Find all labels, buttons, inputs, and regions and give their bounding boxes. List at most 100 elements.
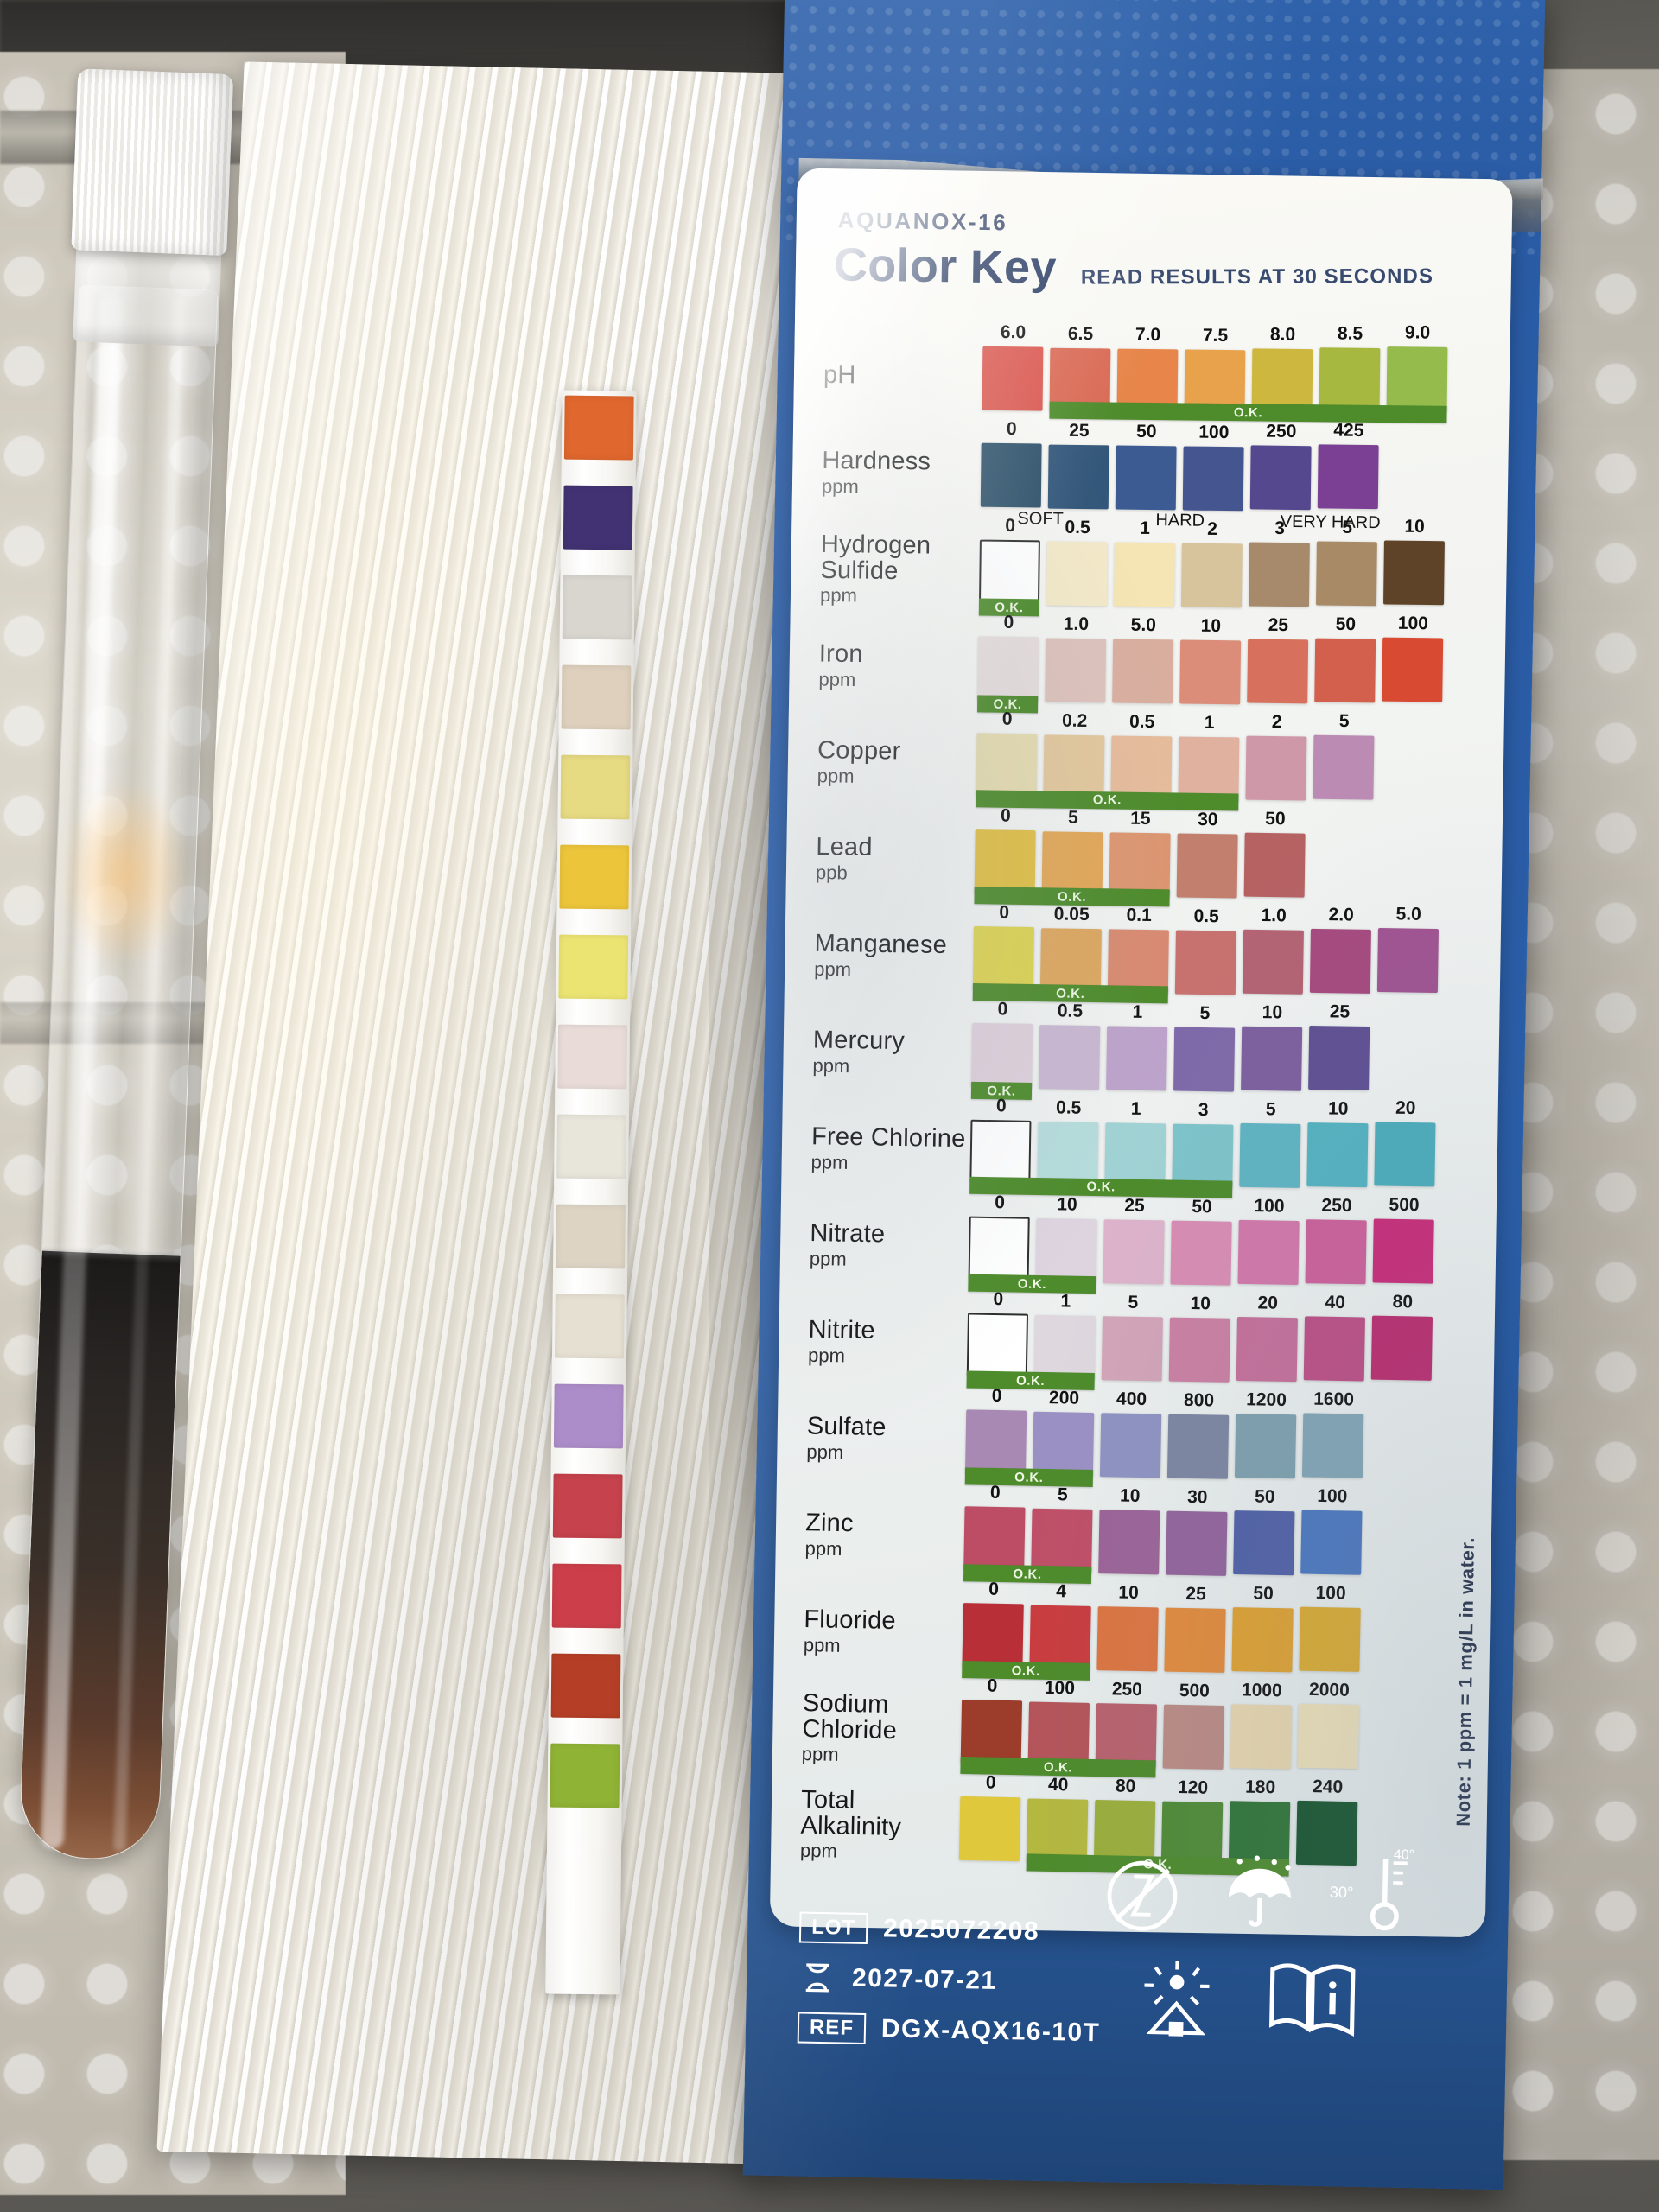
color-swatch xyxy=(1109,832,1171,898)
color-swatch xyxy=(1032,1411,1095,1478)
swatch-value: 3 xyxy=(1198,1099,1209,1120)
color-swatch xyxy=(1230,1703,1293,1770)
analyte-label: pH xyxy=(823,361,979,391)
pouch-footer: LOT 2025072208 2027-07-21 REF DGX-AQX16-… xyxy=(797,1911,1103,2069)
ref-label: REF xyxy=(797,2012,867,2045)
swatch-value: 2.0 xyxy=(1328,905,1354,925)
lot-value: 2025072208 xyxy=(882,1914,1040,1946)
color-swatch xyxy=(1243,832,1306,898)
color-swatch xyxy=(1035,1218,1097,1284)
color-swatch xyxy=(1313,734,1375,800)
swatch-value: 250 xyxy=(1111,1679,1143,1700)
color-swatch xyxy=(1386,346,1448,412)
swatch-scale: 0 200 400 800 1200 1600 O.K. xyxy=(964,1386,1451,1497)
color-swatch xyxy=(1383,540,1445,606)
ref-line: REF DGX-AQX16-10T xyxy=(797,2012,1101,2050)
color-swatch xyxy=(1047,444,1109,510)
ok-range-bar: O.K. xyxy=(1049,401,1447,424)
swatch-value: 0 xyxy=(993,1288,1004,1310)
strip-pad xyxy=(551,1563,622,1629)
strip-pad xyxy=(556,1114,626,1179)
color-swatch xyxy=(1239,1122,1301,1188)
table-row: Iron ppm 0 1.0 5.0 10 25 50 100 O.K. xyxy=(789,613,1505,723)
swatch-scale: 0 5 10 30 50 100 O.K. xyxy=(963,1483,1449,1594)
color-swatch xyxy=(1370,1315,1433,1382)
analyte-label: Free Chlorine ppm xyxy=(810,1122,967,1174)
color-swatch xyxy=(968,1216,1030,1281)
strip-pad xyxy=(558,934,629,1000)
color-swatch xyxy=(1103,1219,1165,1285)
lot-line: LOT 2025072208 xyxy=(798,1911,1103,1949)
swatch-value: 100 xyxy=(1198,422,1230,442)
swatch-value: 800 xyxy=(1183,1389,1215,1411)
table-row: Sulfate ppm 0 200 400 800 1200 1600 O.K. xyxy=(777,1386,1494,1498)
color-swatch xyxy=(1300,1510,1363,1575)
swatch-value: 5 xyxy=(1342,517,1353,537)
swatch-value: 5 xyxy=(1265,1099,1276,1120)
analyte-name: Hardness xyxy=(822,446,931,476)
swatch-value: 0 xyxy=(995,1096,1007,1116)
analyte-label: Manganese ppm xyxy=(814,930,970,982)
swatch-value: 2 xyxy=(1271,711,1282,732)
swatch-value: 0.1 xyxy=(1126,906,1152,926)
lot-label: LOT xyxy=(798,1911,868,1945)
swatch-value: 0 xyxy=(1005,515,1016,537)
table-row: Sodium Chloride ppm 0 100 250 500 1000 2000 O.K. xyxy=(772,1676,1489,1789)
analyte-name: Total Alkalinity xyxy=(800,1785,902,1841)
analyte-unit: ppm xyxy=(814,957,852,980)
color-swatch xyxy=(1115,445,1177,511)
swatch-value: 8.5 xyxy=(1337,323,1363,344)
swatch-value: 20 xyxy=(1395,1097,1416,1119)
color-swatch xyxy=(1249,445,1312,511)
analyte-unit: ppm xyxy=(809,1247,847,1270)
color-swatch xyxy=(1382,637,1444,702)
swatch-value: 0 xyxy=(987,1675,998,1696)
ok-range-label: O.K. xyxy=(1056,986,1085,1001)
swatch-value: 10 xyxy=(1118,1582,1139,1604)
color-swatch xyxy=(1113,542,1175,607)
hourglass-icon xyxy=(805,1963,830,1993)
color-swatch xyxy=(1231,1606,1294,1673)
swatch-value: 1 xyxy=(1140,518,1151,539)
analyte-name: Iron xyxy=(818,639,863,669)
color-swatch xyxy=(1301,1413,1364,1478)
foil-pouch: AQUANOX-16 Color Key READ RESULTS AT 30 … xyxy=(742,0,1546,2190)
swatch-value: 25 xyxy=(1124,1196,1145,1217)
swatch-value: 50 xyxy=(1254,1486,1275,1507)
swatch-value: 500 xyxy=(1179,1680,1211,1701)
swatch-value: 0 xyxy=(989,1482,1001,1503)
swatch-value: 40 xyxy=(1325,1292,1346,1313)
color-swatch xyxy=(1106,1026,1168,1091)
analyte-label: Nitrate ppm xyxy=(809,1219,966,1271)
color-swatch xyxy=(1303,1316,1366,1382)
swatch-value: 40 xyxy=(1047,1775,1069,1796)
color-swatch xyxy=(1101,1316,1163,1382)
table-row: Copper ppm 0 0.2 0.5 1 2 5 O.K. xyxy=(787,709,1503,819)
tube-cap xyxy=(71,68,234,256)
color-swatch xyxy=(1166,1510,1228,1576)
swatch-scale: 0 0.5 1 5 10 25 O.K. xyxy=(970,999,1457,1110)
color-swatch xyxy=(1306,1122,1369,1188)
swatch-value: 10 xyxy=(1200,615,1222,636)
analyte-name: Hydrogen Sulfide xyxy=(820,530,931,585)
color-swatch xyxy=(1041,831,1103,897)
swatch-value: 120 xyxy=(1177,1777,1209,1798)
warning-symbols: 30° 40° xyxy=(1095,1847,1427,2058)
color-swatch xyxy=(1182,446,1244,511)
strip-pad xyxy=(550,1743,620,1808)
strip-pad xyxy=(550,1653,621,1719)
swatch-value: 100 xyxy=(1317,1485,1348,1507)
tube-warm-reflection xyxy=(55,777,193,972)
color-swatch xyxy=(1029,1605,1091,1671)
swatch-value: 100 xyxy=(1254,1195,1285,1217)
swatch-value: 25 xyxy=(1329,1001,1351,1022)
analyte-label: Lead ppb xyxy=(816,833,972,885)
swatch-value: 0 xyxy=(999,902,1010,923)
swatch-value: 6.0 xyxy=(1000,322,1027,343)
analyte-unit: ppm xyxy=(810,1150,849,1173)
color-swatch xyxy=(1031,1508,1093,1574)
swatch-value: 10 xyxy=(1262,1001,1283,1023)
table-row: Lead ppb 0 5 15 30 50 O.K. xyxy=(785,806,1503,917)
swatch-value: 5 xyxy=(1057,1484,1068,1505)
do-not-reuse-icon xyxy=(1107,1860,1178,1931)
